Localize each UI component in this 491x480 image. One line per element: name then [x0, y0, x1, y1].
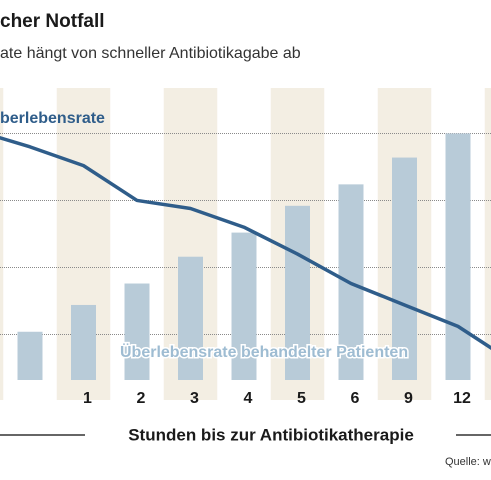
bar	[231, 232, 257, 380]
chart-title: cher Notfall	[0, 11, 105, 32]
source: Quelle: w	[445, 456, 491, 468]
bar	[178, 256, 203, 380]
bar	[71, 304, 96, 380]
x-tick-label: 6	[351, 390, 360, 407]
x-tick-label: 4	[244, 390, 253, 407]
bar	[124, 283, 150, 380]
x-axis-title: Stunden bis zur Antibiotikatherapie	[128, 425, 414, 444]
bar	[17, 331, 43, 380]
line-label: berlebensrate	[0, 110, 105, 127]
bar	[392, 157, 417, 380]
x-tick-label: 12	[453, 390, 471, 407]
bar	[285, 205, 310, 380]
x-tick-label: 9	[404, 390, 413, 407]
bar-label: Überlebensrate behandelter Patienten	[120, 342, 408, 361]
chart-subtitle: ate hängt von schneller Antibiotikagabe …	[0, 45, 301, 62]
x-tick-label: 3	[190, 390, 199, 407]
line	[0, 135, 491, 350]
bar	[445, 133, 471, 380]
band	[0, 88, 4, 400]
x-tick-label: 5	[297, 390, 306, 407]
x-tick-label: 1	[83, 390, 92, 407]
band	[484, 88, 491, 400]
x-tick-label: 2	[137, 390, 146, 407]
